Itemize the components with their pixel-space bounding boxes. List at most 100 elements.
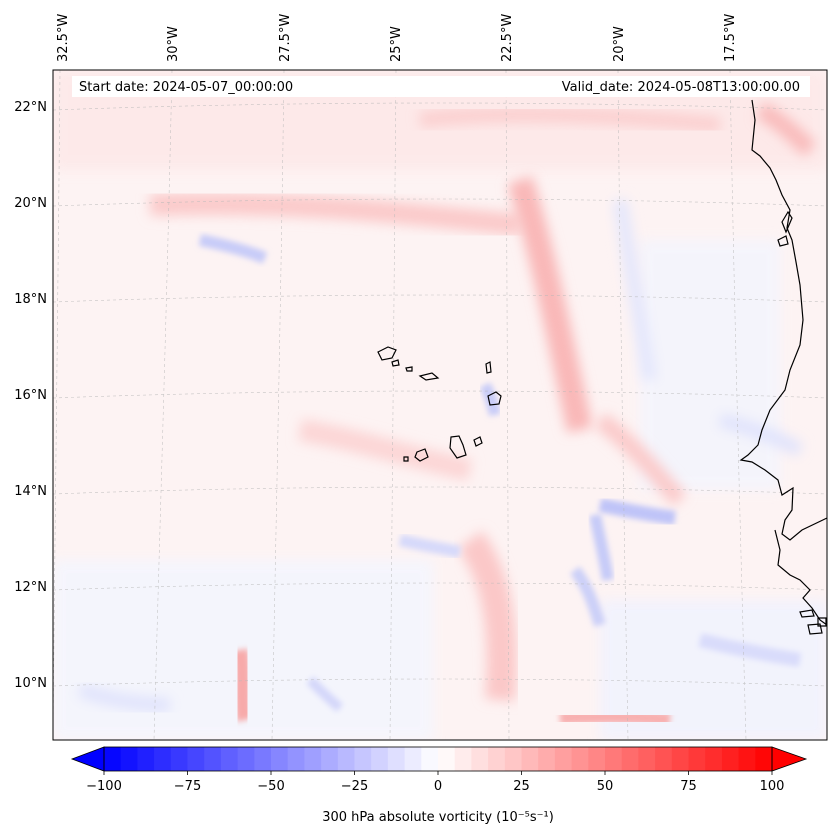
colorbar-tick-label: 50 [597, 779, 614, 794]
lon-label-20w: 20°W [612, 26, 627, 62]
map-panel: Start date: 2024-05-07_00:00:00 Valid_da… [52, 69, 828, 741]
cape-verde-santo-antao [377, 346, 397, 361]
colorbar-cell [538, 747, 556, 771]
colorbar-cell [438, 747, 456, 771]
colorbar-cell [304, 747, 322, 771]
colorbar: −100 −75 −50 −25 0 25 50 75 100 300 hPa absolute… [70, 746, 808, 825]
colorbar-cell [688, 747, 706, 771]
cape-verde-sao-nicolau [418, 372, 440, 381]
start-date-label: Start date: 2024-05-07_00:00:00 [79, 80, 293, 95]
gridline-lat-14n [53, 486, 827, 495]
valid-date-label: Valid_date: 2024-05-08T13:00:00.00 [562, 80, 800, 95]
colorbar-cell [287, 747, 305, 771]
lat-label-16n: 16°N [14, 388, 47, 403]
colorbar-cell [471, 747, 489, 771]
colorbar-cell [721, 747, 740, 771]
colorbar-cell [705, 747, 723, 771]
gridline-lat-22n [53, 102, 827, 111]
colorbar-cell [404, 747, 422, 771]
colorbar-cell [521, 747, 539, 771]
colorbar-cell [554, 747, 573, 771]
colorbar-cell [671, 747, 690, 771]
gridline-lat-18n [53, 294, 827, 303]
colorbar-cell [638, 747, 656, 771]
colorbar-tick-label: 100 [760, 779, 785, 794]
cape-verde-brava [403, 456, 409, 462]
colorbar-cell [605, 747, 623, 771]
colorbar-cell [421, 747, 439, 771]
colorbar-cell [187, 747, 205, 771]
lat-label-14n: 14°N [14, 484, 47, 499]
colorbar-cell [588, 747, 606, 771]
lon-label-30w: 30°W [166, 26, 181, 62]
cape-verde-sao-vicente [391, 359, 400, 367]
latitude-labels: 22°N 20°N 18°N 16°N 14°N 12°N 10°N [14, 100, 47, 691]
gridline-lon-27-5w [271, 70, 285, 740]
guinea-bissau-islands [799, 609, 827, 635]
colorbar-cell [254, 747, 272, 771]
colorbar-tick-label: 75 [680, 779, 697, 794]
colorbar-ticks: −100 −75 −50 −25 0 25 50 75 100 [86, 771, 784, 794]
lon-label-22-5w: 22.5°W [500, 14, 515, 62]
colorbar-tick-label: 25 [513, 779, 530, 794]
colorbar-cell [621, 747, 639, 771]
longitude-labels: 32.5°W 30°W 27.5°W 25°W 22.5°W 20°W 17.5… [56, 14, 738, 62]
gridline-lon-22-5w [505, 70, 510, 740]
gridline-lat-10n [53, 678, 827, 687]
colorbar-label: 300 hPa absolute vorticity (10⁻⁵s⁻¹) [322, 810, 554, 825]
gridline-lon-20w [617, 70, 629, 740]
gridline-lat-16n [53, 390, 827, 399]
cape-verde-maio [473, 436, 483, 447]
colorbar-extend-low [70, 746, 105, 772]
header-backdrop [72, 76, 810, 97]
gridlines [53, 70, 827, 740]
colorbar-cell [571, 747, 589, 771]
gridline-lat-20n [53, 198, 827, 207]
colorbar-tick-label: −100 [86, 779, 122, 794]
gridline-lon-17-5w [729, 70, 747, 740]
cape-verde-boa-vista [487, 391, 502, 406]
lon-label-27-5w: 27.5°W [278, 14, 293, 62]
cape-verde-sal [485, 361, 492, 374]
lon-label-17-5w: 17.5°W [723, 14, 738, 62]
colorbar-cell [488, 747, 506, 771]
colorbar-cell [371, 747, 389, 771]
cape-verde-fogo [414, 448, 429, 462]
colorbar-cell [120, 747, 138, 771]
colorbar-tick-label: −50 [257, 779, 284, 794]
colorbar-tick-label: −75 [174, 779, 201, 794]
colorbar-tick-label: 0 [434, 779, 442, 794]
gridline-lon-30w [153, 70, 173, 740]
colorbar-cell [354, 747, 372, 771]
cape-verde-santa-luzia [405, 366, 413, 372]
colorbar-cell [655, 747, 673, 771]
colorbar-cell [237, 747, 255, 771]
colorbar-cell [154, 747, 172, 771]
africa-coastline [739, 99, 827, 541]
coastal-inlets [777, 210, 793, 247]
colorbar-cell [321, 747, 339, 771]
lon-label-25w: 25°W [389, 26, 404, 62]
gridline-lon-25w [389, 70, 397, 740]
lat-label-10n: 10°N [14, 676, 47, 691]
colorbar-cell [504, 747, 523, 771]
map-frame [52, 69, 828, 741]
cape-verde-santiago [449, 435, 467, 459]
lat-label-20n: 20°N [14, 196, 47, 211]
coastlines [377, 99, 827, 635]
senegambia-coast [774, 529, 827, 626]
lon-label-32-5w: 32.5°W [56, 14, 71, 62]
colorbar-cell [170, 747, 189, 771]
colorbar-cell [137, 747, 155, 771]
colorbar-tick-label: −25 [341, 779, 368, 794]
colorbar-cells [104, 747, 773, 771]
gridline-lat-12n [53, 582, 827, 591]
gridline-lon-32-5w [53, 70, 61, 740]
colorbar-cell [271, 747, 289, 771]
colorbar-cell [454, 747, 472, 771]
colorbar-extend-high [771, 746, 808, 772]
colorbar-cell [220, 747, 239, 771]
colorbar-cell [204, 747, 222, 771]
colorbar-cell [738, 747, 756, 771]
